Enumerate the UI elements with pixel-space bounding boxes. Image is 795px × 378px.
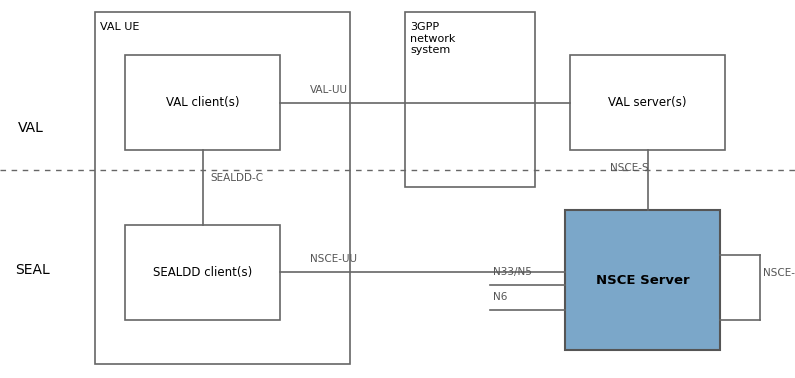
Bar xyxy=(125,55,280,150)
Text: 3GPP
network
system: 3GPP network system xyxy=(410,22,456,55)
Text: SEALDD client(s): SEALDD client(s) xyxy=(153,266,252,279)
Text: VAL client(s): VAL client(s) xyxy=(165,96,239,109)
Bar xyxy=(570,55,725,150)
Text: N6: N6 xyxy=(493,292,507,302)
Text: NSCE-S: NSCE-S xyxy=(610,163,649,173)
Bar xyxy=(125,225,280,320)
Text: VAL server(s): VAL server(s) xyxy=(608,96,687,109)
Bar xyxy=(405,12,535,187)
Text: VAL UE: VAL UE xyxy=(100,22,139,32)
Text: SEAL: SEAL xyxy=(15,263,50,277)
Text: N33/N5: N33/N5 xyxy=(493,267,532,277)
Text: NSCE Server: NSCE Server xyxy=(595,274,689,287)
Text: NSCE-E: NSCE-E xyxy=(763,268,795,278)
Text: VAL: VAL xyxy=(18,121,44,135)
Bar xyxy=(565,210,720,350)
Text: NSCE-UU: NSCE-UU xyxy=(310,254,357,264)
Text: SEALDD-C: SEALDD-C xyxy=(210,173,263,183)
Bar xyxy=(95,12,350,364)
Text: VAL-UU: VAL-UU xyxy=(310,85,348,95)
